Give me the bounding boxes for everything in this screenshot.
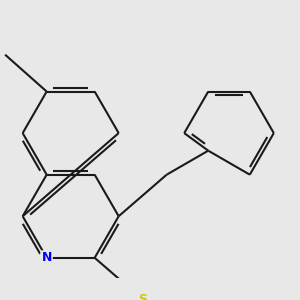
Text: N: N bbox=[41, 251, 52, 264]
Text: S: S bbox=[138, 293, 147, 300]
